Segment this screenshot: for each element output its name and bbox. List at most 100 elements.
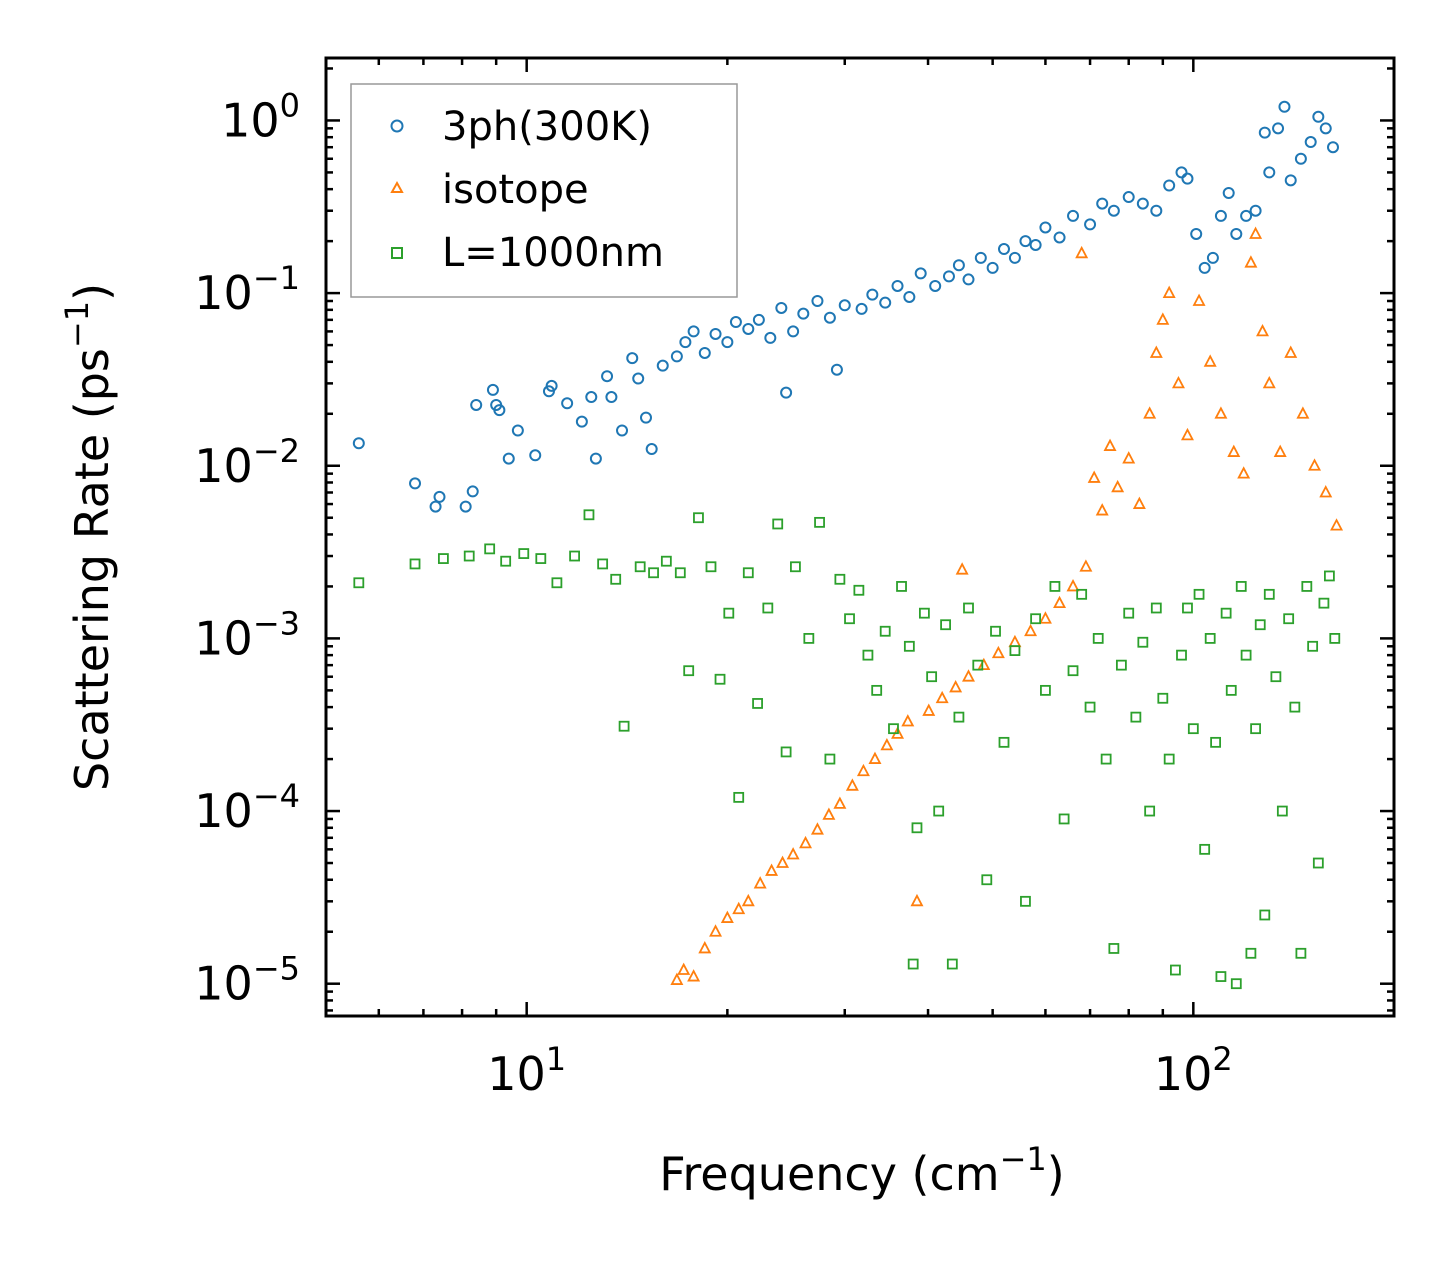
point-triangle bbox=[1079, 559, 1093, 572]
point-triangle bbox=[1296, 406, 1310, 419]
point-square bbox=[1301, 581, 1313, 592]
point-circle bbox=[914, 267, 927, 280]
point-square bbox=[484, 543, 496, 555]
point-square bbox=[790, 561, 801, 573]
point-triangle bbox=[1149, 345, 1163, 358]
point-circle bbox=[1222, 187, 1235, 200]
point-triangle bbox=[753, 876, 767, 889]
x-tick-label-base: 10 bbox=[1154, 1047, 1213, 1101]
point-square bbox=[946, 958, 958, 970]
point-circle bbox=[729, 316, 742, 329]
point-triangle bbox=[935, 690, 949, 704]
point-square bbox=[1323, 570, 1335, 582]
point-square bbox=[907, 958, 919, 970]
point-triangle bbox=[822, 807, 836, 820]
point-circle bbox=[639, 411, 652, 424]
point-square bbox=[569, 550, 580, 562]
y-axis-label: Scattering Rate (ps−1) bbox=[58, 283, 119, 791]
point-circle bbox=[1312, 110, 1325, 123]
point-circle bbox=[780, 386, 793, 399]
point-triangle bbox=[1262, 375, 1276, 389]
point-triangle bbox=[1103, 438, 1117, 451]
y-tick-label: 10−3 bbox=[194, 604, 300, 665]
point-circle bbox=[1319, 122, 1332, 135]
point-circle bbox=[1053, 231, 1066, 244]
y-tick-label-exp: −3 bbox=[253, 604, 300, 642]
point-circle bbox=[605, 391, 618, 404]
point-circle bbox=[879, 296, 892, 309]
point-square bbox=[871, 684, 883, 696]
point-square bbox=[1076, 588, 1088, 600]
point-square bbox=[752, 698, 763, 709]
point-circle bbox=[752, 313, 765, 326]
point-circle bbox=[561, 397, 574, 410]
point-square bbox=[803, 633, 815, 644]
point-triangle bbox=[868, 751, 882, 764]
point-circle bbox=[670, 350, 683, 363]
point-square bbox=[1230, 978, 1242, 990]
point-square bbox=[723, 607, 735, 619]
point-square bbox=[1100, 753, 1112, 765]
point-triangle bbox=[1203, 354, 1217, 367]
point-circle bbox=[545, 379, 558, 392]
point-circle bbox=[997, 243, 1010, 256]
x-axis-label-sup: −1 bbox=[1000, 1140, 1047, 1178]
y-tick-label: 10−5 bbox=[194, 950, 300, 1011]
point-circle bbox=[855, 302, 868, 315]
point-square bbox=[660, 555, 672, 567]
point-square bbox=[918, 607, 930, 619]
point-circle bbox=[352, 437, 365, 450]
point-circle bbox=[656, 359, 669, 372]
point-circle bbox=[866, 288, 879, 301]
y-axis-label-sup: −1 bbox=[58, 301, 96, 348]
x-axis-label-text: Frequency (cm bbox=[659, 1147, 999, 1201]
point-circle bbox=[1240, 209, 1253, 222]
point-triangle bbox=[1284, 345, 1298, 358]
point-circle bbox=[601, 370, 614, 383]
axis-ticks bbox=[324, 58, 1396, 1016]
point-circle bbox=[721, 336, 734, 349]
point-triangle bbox=[1192, 293, 1206, 306]
point-square bbox=[1210, 736, 1222, 748]
point-square bbox=[648, 567, 659, 579]
point-square bbox=[1220, 607, 1232, 619]
y-axis-label-text: Scattering Rate (ps bbox=[65, 348, 119, 791]
point-square bbox=[618, 720, 630, 732]
point-square bbox=[1312, 857, 1324, 869]
point-square bbox=[981, 874, 993, 886]
point-square bbox=[1307, 640, 1319, 652]
point-square bbox=[1067, 665, 1079, 677]
point-square bbox=[853, 584, 865, 596]
y-tick-label: 100 bbox=[221, 86, 300, 147]
point-square bbox=[518, 548, 530, 559]
point-circle bbox=[1008, 251, 1021, 264]
x-axis-label-end: ) bbox=[1047, 1147, 1065, 1201]
point-square bbox=[705, 561, 717, 573]
point-triangle bbox=[962, 669, 975, 682]
point-circle bbox=[1214, 209, 1227, 222]
point-circle bbox=[433, 490, 446, 503]
point-square bbox=[551, 577, 563, 589]
point-square bbox=[1193, 588, 1205, 600]
y-tick-label-exp: −1 bbox=[253, 259, 300, 297]
point-square bbox=[1163, 753, 1175, 765]
y-tick-label: 10−4 bbox=[194, 777, 300, 838]
point-triangle bbox=[1132, 496, 1146, 509]
point-triangle bbox=[955, 562, 969, 575]
point-square bbox=[1058, 813, 1070, 825]
point-circle bbox=[1198, 261, 1211, 274]
point-square bbox=[1115, 659, 1127, 671]
point-triangle bbox=[1053, 595, 1067, 609]
point-triangle bbox=[910, 893, 924, 907]
point-circle bbox=[1175, 166, 1188, 179]
point-circle bbox=[1230, 227, 1243, 240]
legend-label-isotope: isotope bbox=[442, 167, 589, 213]
point-square bbox=[1157, 692, 1169, 704]
point-square bbox=[834, 573, 846, 585]
x-tick-label-base: 10 bbox=[487, 1047, 546, 1101]
point-square bbox=[1020, 895, 1031, 907]
point-triangle bbox=[1319, 485, 1333, 498]
point-circle bbox=[775, 301, 788, 314]
point-circle bbox=[645, 443, 658, 456]
y-tick-label: 10−1 bbox=[194, 259, 300, 320]
